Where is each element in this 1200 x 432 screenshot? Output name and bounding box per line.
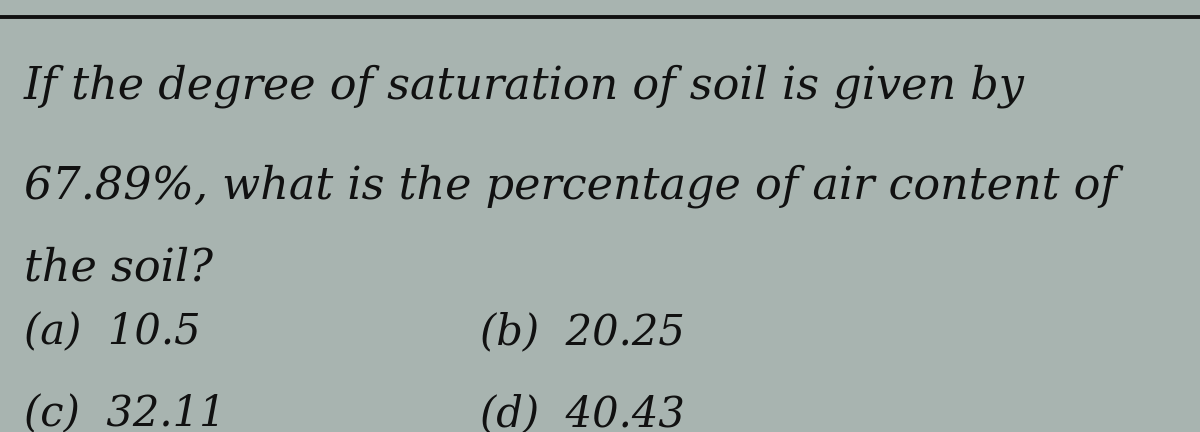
Text: (b)  20.25: (b) 20.25 — [480, 311, 685, 353]
Text: the soil?: the soil? — [24, 246, 214, 289]
Text: (c)  32.11: (c) 32.11 — [24, 393, 226, 432]
Text: 67.89%, what is the percentage of air content of: 67.89%, what is the percentage of air co… — [24, 164, 1117, 208]
Text: (a)  10.5: (a) 10.5 — [24, 311, 200, 353]
Text: If the degree of saturation of soil is given by: If the degree of saturation of soil is g… — [24, 65, 1025, 108]
Text: (d)  40.43: (d) 40.43 — [480, 393, 685, 432]
